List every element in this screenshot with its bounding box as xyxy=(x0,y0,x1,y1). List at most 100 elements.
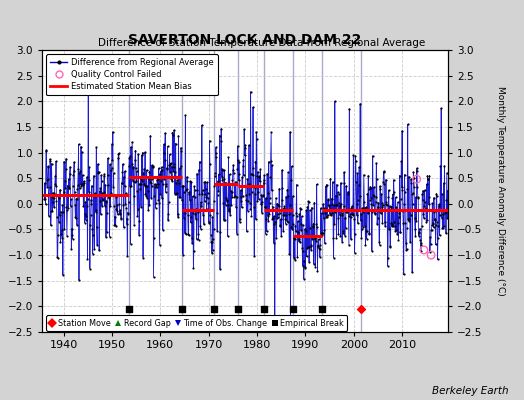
Point xyxy=(389,191,397,198)
Point xyxy=(311,264,320,270)
Point xyxy=(407,180,416,186)
Point xyxy=(222,180,231,186)
Point xyxy=(429,224,438,231)
Point xyxy=(72,196,80,202)
Point xyxy=(311,235,319,241)
Point xyxy=(74,166,82,172)
Point xyxy=(165,199,173,206)
Point xyxy=(379,169,388,175)
Point xyxy=(126,241,135,247)
Point xyxy=(244,208,252,214)
Point xyxy=(180,214,188,221)
Point xyxy=(268,162,276,168)
Point xyxy=(159,227,167,233)
Point xyxy=(368,248,376,254)
Point xyxy=(272,195,280,201)
Point xyxy=(243,228,251,234)
Point xyxy=(119,161,127,167)
Point xyxy=(125,162,133,169)
Point xyxy=(415,230,423,236)
Point xyxy=(304,198,313,205)
Point xyxy=(330,202,338,209)
Point xyxy=(339,228,347,234)
Point xyxy=(71,213,80,220)
Point xyxy=(235,158,243,165)
Point xyxy=(113,202,122,208)
Point xyxy=(267,157,275,164)
Point xyxy=(432,193,441,199)
Point xyxy=(195,166,203,173)
Point xyxy=(345,207,354,213)
Point xyxy=(258,192,267,199)
Point xyxy=(261,230,270,237)
Point xyxy=(289,221,298,227)
Point xyxy=(285,211,293,218)
Point xyxy=(208,250,216,256)
Point xyxy=(275,203,283,210)
Point xyxy=(380,218,389,225)
Point xyxy=(140,182,149,189)
Point xyxy=(45,213,53,219)
Point xyxy=(332,201,340,208)
Point xyxy=(204,200,213,206)
Point xyxy=(322,214,330,220)
Point xyxy=(128,139,136,145)
Point xyxy=(305,207,314,213)
Point xyxy=(282,194,290,200)
Y-axis label: Monthly Temperature Anomaly Difference (°C): Monthly Temperature Anomaly Difference (… xyxy=(496,86,505,296)
Point xyxy=(140,166,148,172)
Point xyxy=(60,188,68,195)
Point xyxy=(105,194,113,200)
Point xyxy=(195,190,204,197)
Point xyxy=(169,160,178,167)
Point xyxy=(384,263,392,269)
Point xyxy=(428,200,436,207)
Point xyxy=(101,199,110,205)
Point xyxy=(388,223,396,230)
Point xyxy=(166,169,174,175)
Point xyxy=(283,219,292,226)
Point xyxy=(171,140,180,147)
Point xyxy=(325,202,333,209)
Point xyxy=(403,186,411,192)
Point xyxy=(243,184,251,190)
Point xyxy=(260,172,268,178)
Point xyxy=(332,235,341,241)
Point xyxy=(142,193,150,200)
Point xyxy=(64,204,72,211)
Point xyxy=(351,250,359,256)
Point xyxy=(239,156,247,163)
Point xyxy=(409,190,417,196)
Point xyxy=(46,184,54,190)
Point xyxy=(73,186,82,192)
Point xyxy=(323,212,332,218)
Point xyxy=(91,207,100,213)
Point xyxy=(385,226,394,232)
Point xyxy=(155,200,163,207)
Point xyxy=(222,194,230,201)
Point xyxy=(226,212,234,218)
Point xyxy=(427,241,435,247)
Point xyxy=(352,212,361,218)
Point xyxy=(433,256,442,263)
Point xyxy=(289,306,298,312)
Point xyxy=(296,205,304,211)
Point xyxy=(192,206,200,212)
Point xyxy=(50,190,59,196)
Point xyxy=(356,193,364,199)
Point xyxy=(122,190,130,197)
Point xyxy=(264,218,272,224)
Point xyxy=(346,214,355,220)
Point xyxy=(247,171,255,177)
Point xyxy=(295,211,303,217)
Point xyxy=(75,185,84,191)
Point xyxy=(146,179,154,185)
Point xyxy=(225,171,234,178)
Point xyxy=(93,242,101,248)
Point xyxy=(368,152,377,159)
Point xyxy=(290,254,298,261)
Point xyxy=(355,207,364,213)
Point xyxy=(238,193,247,199)
Point xyxy=(127,144,135,150)
Point xyxy=(117,180,126,186)
